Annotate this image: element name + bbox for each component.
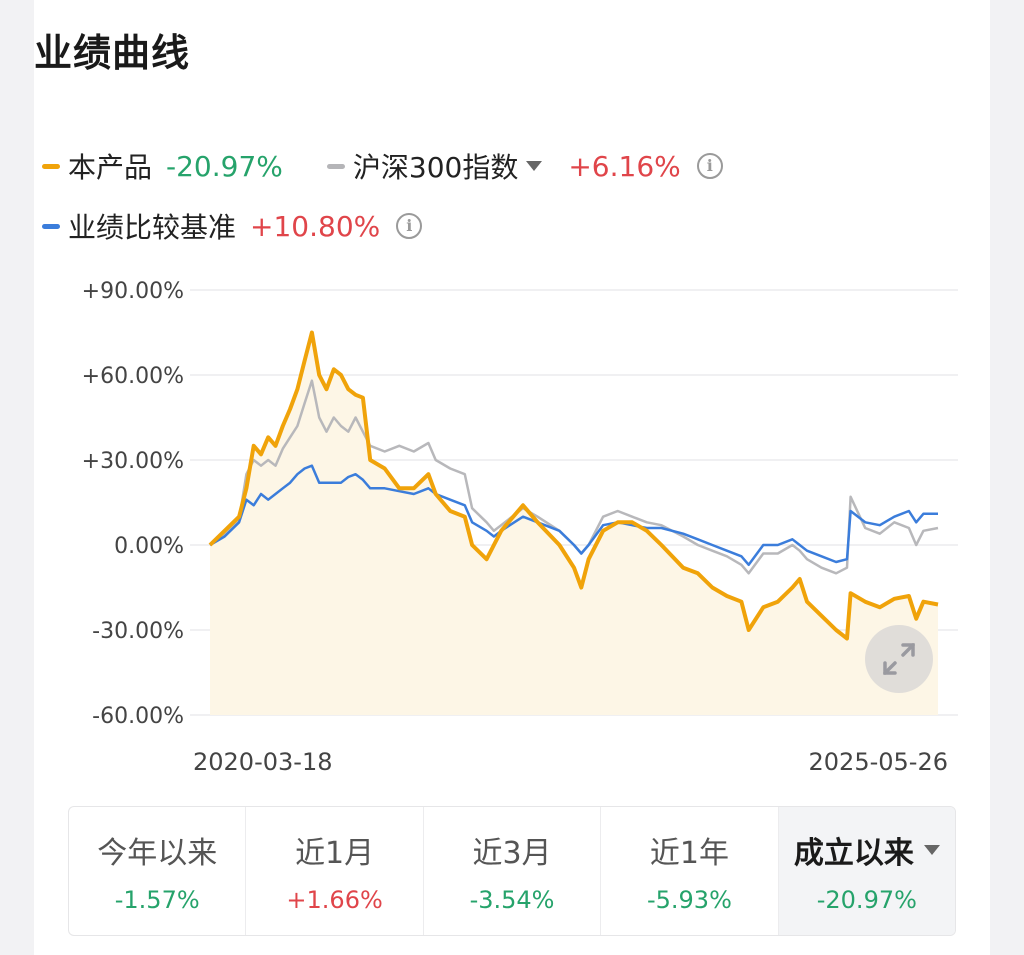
tab-label: 近3月: [472, 836, 552, 871]
tab-3m[interactable]: 近3月 -3.54%: [424, 807, 602, 935]
tab-value: -1.57%: [114, 886, 200, 914]
y-tick-label: +90.00%: [82, 279, 184, 304]
tab-1y[interactable]: 近1年 -5.93%: [601, 807, 779, 935]
expand-icon: [883, 643, 915, 675]
legend-row-2: 业绩比较基准 +10.80% i: [42, 206, 423, 246]
y-tick-label: -30.00%: [92, 619, 184, 644]
x-axis-start-label: 2020-03-18: [193, 748, 332, 776]
tab-value: +1.66%: [286, 886, 383, 914]
performance-card: [34, 0, 990, 955]
legend-value-benchmark: +10.80%: [250, 209, 381, 243]
legend-item-product[interactable]: 本产品 -20.97%: [42, 146, 283, 186]
legend-label-product: 本产品: [68, 151, 153, 184]
legend-row-1: 本产品 -20.97% 沪深300指数 +6.16% i: [42, 146, 723, 186]
info-icon[interactable]: i: [696, 153, 723, 179]
tab-value: -3.54%: [469, 886, 555, 914]
y-tick-label: +30.00%: [82, 449, 184, 474]
legend-swatch-product: [42, 163, 60, 169]
tab-label: 近1年: [649, 836, 729, 871]
page-title: 业绩曲线: [34, 31, 191, 75]
series-line-product: [208, 330, 939, 641]
y-axis-labels: +90.00% +60.00% +30.00% 0.00% -30.00% -60.00%: [82, 279, 184, 729]
legend-item-benchmark[interactable]: 业绩比较基准 +10.80% i: [42, 206, 423, 246]
tab-1m[interactable]: 近1月 +1.66%: [246, 807, 424, 935]
tab-label: 成立以来: [793, 836, 914, 871]
legend-swatch-benchmark: [42, 223, 60, 229]
series-line-benchmark: [209, 464, 938, 567]
tab-label-wrap: 成立以来: [794, 828, 940, 872]
legend-value-index: +6.16%: [568, 149, 681, 183]
tab-value: -20.97%: [816, 886, 917, 914]
legend-value-product: -20.97%: [166, 149, 283, 183]
tab-label: 今年以来: [97, 836, 218, 871]
caret-down-icon[interactable]: [923, 845, 940, 855]
chart-lines: [208, 330, 939, 641]
y-tick-label: +60.00%: [82, 364, 184, 389]
legend-label-index: 沪深300指数: [352, 151, 519, 184]
caret-down-icon[interactable]: [526, 161, 543, 171]
legend-label-benchmark: 业绩比较基准: [68, 211, 237, 244]
x-axis-end-label: 2025-05-26: [809, 748, 948, 776]
tab-label: 近1月: [295, 836, 375, 871]
y-tick-label: -60.00%: [92, 704, 184, 729]
expand-chart-button[interactable]: [865, 625, 933, 693]
performance-line-chart[interactable]: +90.00% +60.00% +30.00% 0.00% -30.00% -60.00%…: [0, 0, 1024, 790]
y-tick-label: 0.00%: [114, 534, 184, 559]
legend-item-index[interactable]: 沪深300指数 +6.16% i: [326, 146, 723, 186]
tab-value: -5.93%: [646, 886, 732, 914]
tab-ytd[interactable]: 今年以来 -1.57%: [69, 807, 247, 935]
period-tabs: 今年以来 -1.57% 近1月 +1.66% 近3月 -3.54% 近1年 -5…: [68, 806, 956, 936]
legend-swatch-index: [326, 163, 345, 169]
info-icon[interactable]: i: [396, 213, 423, 239]
chart-areas: [210, 332, 938, 715]
series-area-product: [210, 332, 938, 715]
tab-since-inception[interactable]: 成立以来 -20.97%: [778, 807, 955, 935]
